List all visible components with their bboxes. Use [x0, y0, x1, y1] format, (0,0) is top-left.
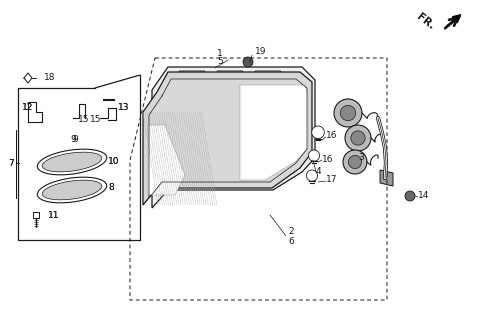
Text: 14: 14	[418, 191, 430, 201]
Polygon shape	[143, 72, 312, 205]
FancyBboxPatch shape	[255, 71, 281, 89]
Polygon shape	[380, 170, 393, 186]
Text: 4: 4	[316, 167, 321, 177]
Text: 9: 9	[72, 135, 78, 145]
Text: 19: 19	[255, 47, 266, 57]
Text: 11: 11	[48, 211, 59, 220]
Circle shape	[345, 125, 371, 151]
Circle shape	[351, 131, 365, 145]
Text: 10: 10	[108, 157, 119, 166]
Circle shape	[334, 99, 362, 127]
Text: 11: 11	[48, 211, 59, 220]
FancyBboxPatch shape	[179, 71, 205, 89]
Text: FR.: FR.	[415, 12, 436, 32]
Circle shape	[306, 170, 318, 181]
Text: 15: 15	[90, 116, 101, 124]
Text: 10: 10	[108, 157, 119, 166]
Text: 13: 13	[118, 102, 130, 111]
Text: 16: 16	[326, 132, 337, 140]
Polygon shape	[240, 85, 308, 180]
Polygon shape	[148, 125, 185, 195]
Text: 13: 13	[118, 102, 130, 111]
Text: 7: 7	[8, 158, 14, 167]
Text: 8: 8	[108, 183, 114, 193]
Text: 5: 5	[217, 58, 223, 67]
Text: 2: 2	[288, 228, 294, 236]
Text: 18: 18	[44, 74, 56, 83]
Text: 7: 7	[8, 158, 14, 167]
Text: 17: 17	[326, 175, 337, 185]
Circle shape	[340, 105, 356, 121]
Circle shape	[312, 126, 324, 139]
Circle shape	[405, 191, 415, 201]
Text: 12: 12	[22, 102, 34, 111]
Text: 3: 3	[358, 153, 364, 162]
FancyBboxPatch shape	[217, 71, 243, 89]
Ellipse shape	[42, 180, 102, 200]
Text: 1: 1	[217, 50, 223, 59]
Circle shape	[308, 150, 319, 161]
Text: 6: 6	[288, 237, 294, 246]
Ellipse shape	[42, 152, 102, 172]
Text: 12: 12	[22, 102, 34, 111]
Polygon shape	[152, 67, 315, 208]
Text: 8: 8	[108, 183, 114, 193]
Text: 15: 15	[78, 116, 90, 124]
Circle shape	[243, 57, 253, 67]
Circle shape	[348, 156, 362, 169]
Text: 9: 9	[70, 135, 76, 145]
Circle shape	[343, 150, 367, 174]
Text: 16: 16	[322, 155, 334, 164]
